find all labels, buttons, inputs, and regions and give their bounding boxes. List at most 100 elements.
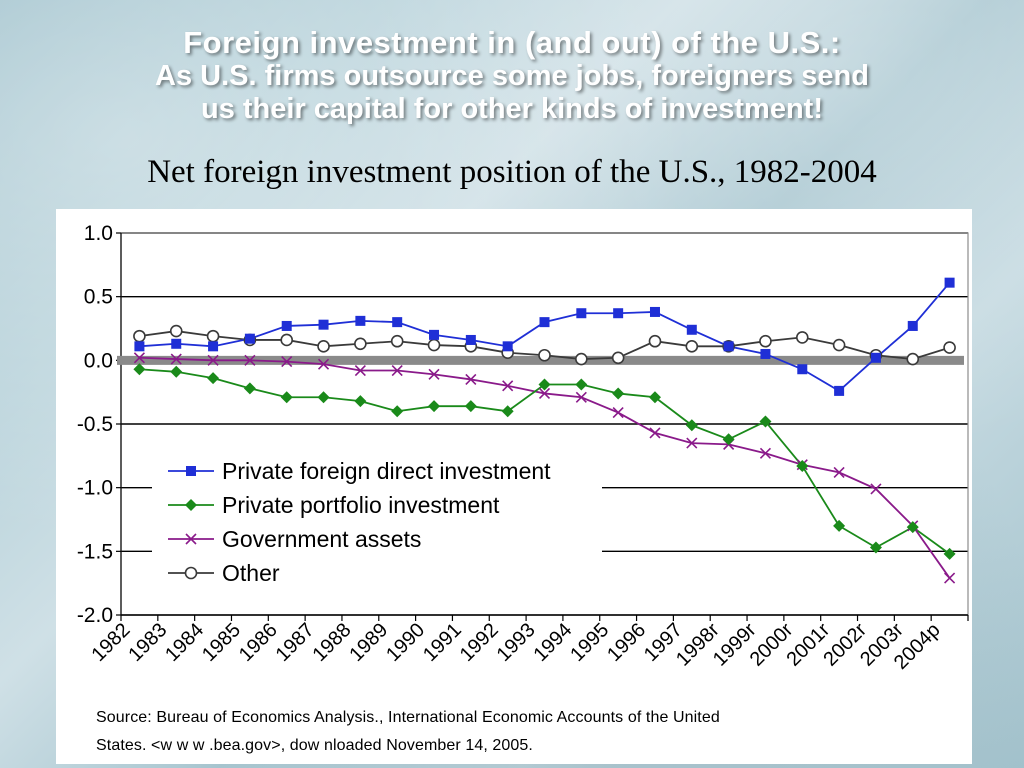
series-1-point-5 [317,391,330,404]
series-2-point-0 [133,352,145,364]
series-3-point-8 [427,338,441,352]
series-3-point-2 [206,329,220,343]
y-tick-label-5: -1.5 [77,540,113,563]
series-3-point-5 [317,340,330,353]
x-tick-label-5: 1987 [272,619,319,666]
series-2-point-2 [207,354,219,366]
legend-marker-1 [185,499,197,511]
series-0-point-4 [281,320,292,331]
series-3-point-12 [575,352,588,366]
x-tick-label-4: 1986 [235,619,282,666]
series-3-point-6 [354,337,367,351]
series-3-point-15 [685,340,699,353]
y-tick-label-4: -1.0 [77,477,113,500]
series-0-point-17 [760,348,771,359]
legend-box [152,455,602,595]
series-0-point-14 [649,306,660,317]
x-tick-label-11: 1993 [493,619,540,666]
series-0-point-3 [244,333,255,344]
series-2-point-22 [944,572,956,584]
series-2-point-3 [244,354,256,366]
series-1-point-10 [501,405,514,418]
x-tick-label-9: 1991 [419,619,466,666]
series-0-point-7 [392,317,403,328]
series-1-point-21 [906,521,919,534]
series-1-point-2 [207,372,220,385]
series-0-point-6 [355,315,366,326]
series-1-point-4 [280,391,293,404]
series-0-point-16 [723,341,734,352]
series-0-point-15 [686,324,697,335]
series-1-point-3 [243,382,256,395]
series-1-point-14 [648,391,661,404]
series-3-point-4 [280,333,294,347]
title-line-2: As U.S. firms outsource some jobs, forei… [155,60,869,92]
series-2-point-14 [649,427,661,439]
series-1-point-9 [464,400,477,413]
series-0-point-9 [465,334,476,345]
title-line-3: us their capital for other kinds of inve… [201,93,823,125]
series-2-point-11 [538,387,551,400]
y-tick-label-2: 0.0 [84,349,113,372]
x-tick-label-8: 1990 [382,619,429,666]
x-tick-label-13: 1995 [566,619,613,666]
y-tick-label-6: -2.0 [77,604,113,627]
series-0-point-5 [318,319,329,330]
series-0-point-1 [171,338,182,349]
series-0-point-11 [539,317,550,328]
legend-label-1: Private portfolio investment [222,492,500,518]
series-1-point-16 [722,433,735,446]
series-3-point-22 [943,341,956,354]
x-tick-label-1: 1983 [124,619,171,666]
chart-panel: 1.0 0.5 0.0 -0.5 -1.0 -1.5 -2.0 1982 1983 1984 198… [56,209,972,764]
chart-title: Net foreign investment position of the U… [147,154,877,190]
series-1-point-1 [170,365,183,378]
series-0-point-8 [429,329,440,340]
series-3-point-18 [795,331,809,344]
series-0-point-20 [870,352,881,363]
series-0-point-21 [907,320,918,331]
series-0-point-12 [576,308,587,319]
series-1-point-22 [943,547,956,560]
source-line-1: Source: Bureau of Economics Analysis., I… [96,709,720,726]
series-2-point-4 [281,356,293,368]
legend-label-2: Government assets [222,526,421,552]
series-2-point-20 [870,483,882,495]
y-tick-label-1: 0.5 [84,286,113,309]
series-1-point-15 [685,419,698,432]
series-1-point-20 [869,541,882,554]
series-3-point-14 [648,334,662,348]
legend-label-0: Private foreign direct investment [222,458,551,484]
series-0-point-0 [134,341,145,352]
series-2-point-10 [502,380,514,392]
series-1-point-6 [354,395,367,408]
series-2-point-19 [833,466,845,478]
y-tick-label-3: -0.5 [77,413,113,436]
series-2-point-12 [575,391,587,403]
series-2-point-5 [317,358,330,370]
title-line-1: Foreign investment in (and out) of the U… [183,25,841,60]
series-3-point-21 [906,352,920,366]
line-chart: 1.00.50.0-0.5-1.0-1.5-2.0198219831984198… [77,222,969,674]
series-3-point-0 [133,329,146,343]
series-1-point-7 [391,405,404,418]
slide-title: Foreign investment in (and out) of the U… [0,26,1024,126]
series-1-point-0 [133,363,146,376]
series-0-point-2 [208,341,219,352]
series-1-point-8 [428,400,441,413]
legend-label-3: Other [222,560,280,586]
series-2-point-6 [354,364,366,377]
x-tick-label-12: 1994 [529,619,576,666]
legend-marker-3 [184,566,198,580]
series-1-point-11 [538,378,551,391]
x-tick-label-7: 1989 [345,619,392,666]
series-3-point-19 [832,338,846,352]
series-0-point-18 [797,364,808,375]
x-tick-label-6: 1988 [308,619,355,666]
series-1-point-13 [612,387,625,400]
series-3-point-11 [538,348,551,362]
series-2-point-13 [612,406,624,419]
series-2-point-9 [465,373,477,385]
legend-marker-2 [185,533,197,545]
series-1-point-18 [796,460,809,473]
